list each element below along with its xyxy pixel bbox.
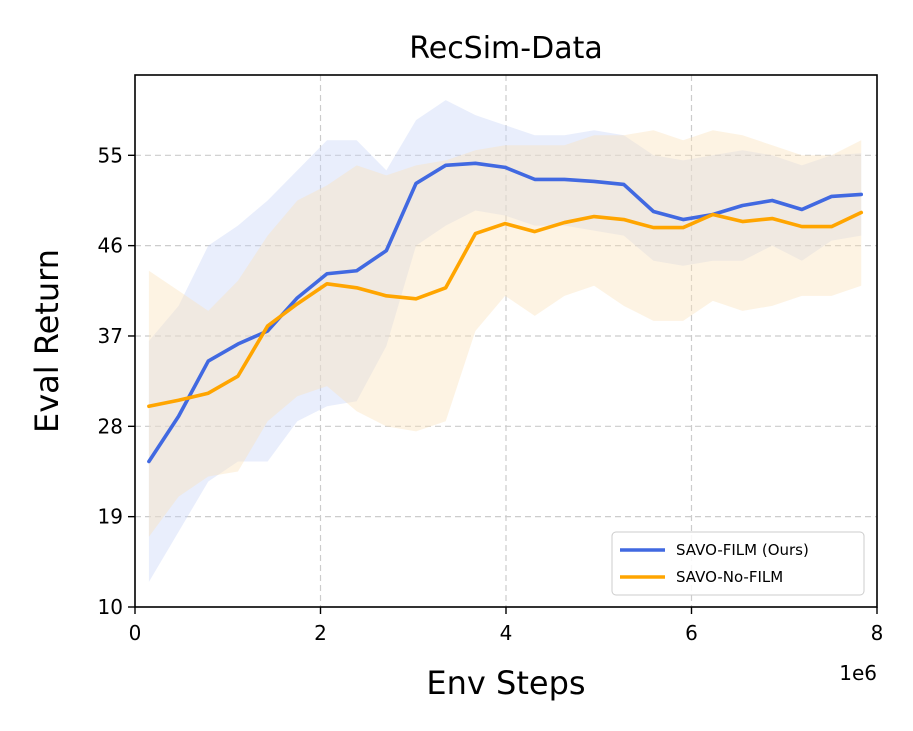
y-tick-label: 55 (98, 143, 123, 167)
confidence-band-savo-no-film (148, 130, 862, 537)
x-tick-label: 0 (129, 621, 142, 645)
y-tick-label: 10 (98, 595, 123, 619)
y-tick-label: 37 (98, 324, 123, 348)
x-tick-label: 2 (314, 621, 327, 645)
y-axis-title: Eval Return (28, 249, 66, 433)
x-tick-label: 6 (685, 621, 698, 645)
legend-label: SAVO-FILM (Ours) (676, 541, 809, 559)
legend-box (611, 531, 865, 596)
x-tick-label: 4 (500, 621, 513, 645)
chart-title: RecSim-Data (409, 31, 603, 66)
x-axis-ticks: 0 2 4 6 8 (129, 607, 884, 645)
y-axis-ticks: 10 19 28 37 46 55 (98, 143, 135, 619)
series-line-savo-no-film (147, 210, 864, 409)
series-line-savo-film (147, 161, 864, 464)
series-lines (147, 161, 864, 464)
x-tick-label: 8 (871, 621, 884, 645)
y-tick-label: 46 (98, 234, 123, 258)
legend: SAVO-FILM (Ours) SAVO-No-FILM (611, 531, 865, 596)
legend-label: SAVO-No-FILM (676, 568, 783, 586)
x-axis-title: Env Steps (426, 664, 585, 702)
x-axis-offset-label: 1e6 (839, 661, 877, 685)
y-tick-label: 19 (98, 505, 123, 529)
y-tick-label: 28 (98, 414, 123, 438)
